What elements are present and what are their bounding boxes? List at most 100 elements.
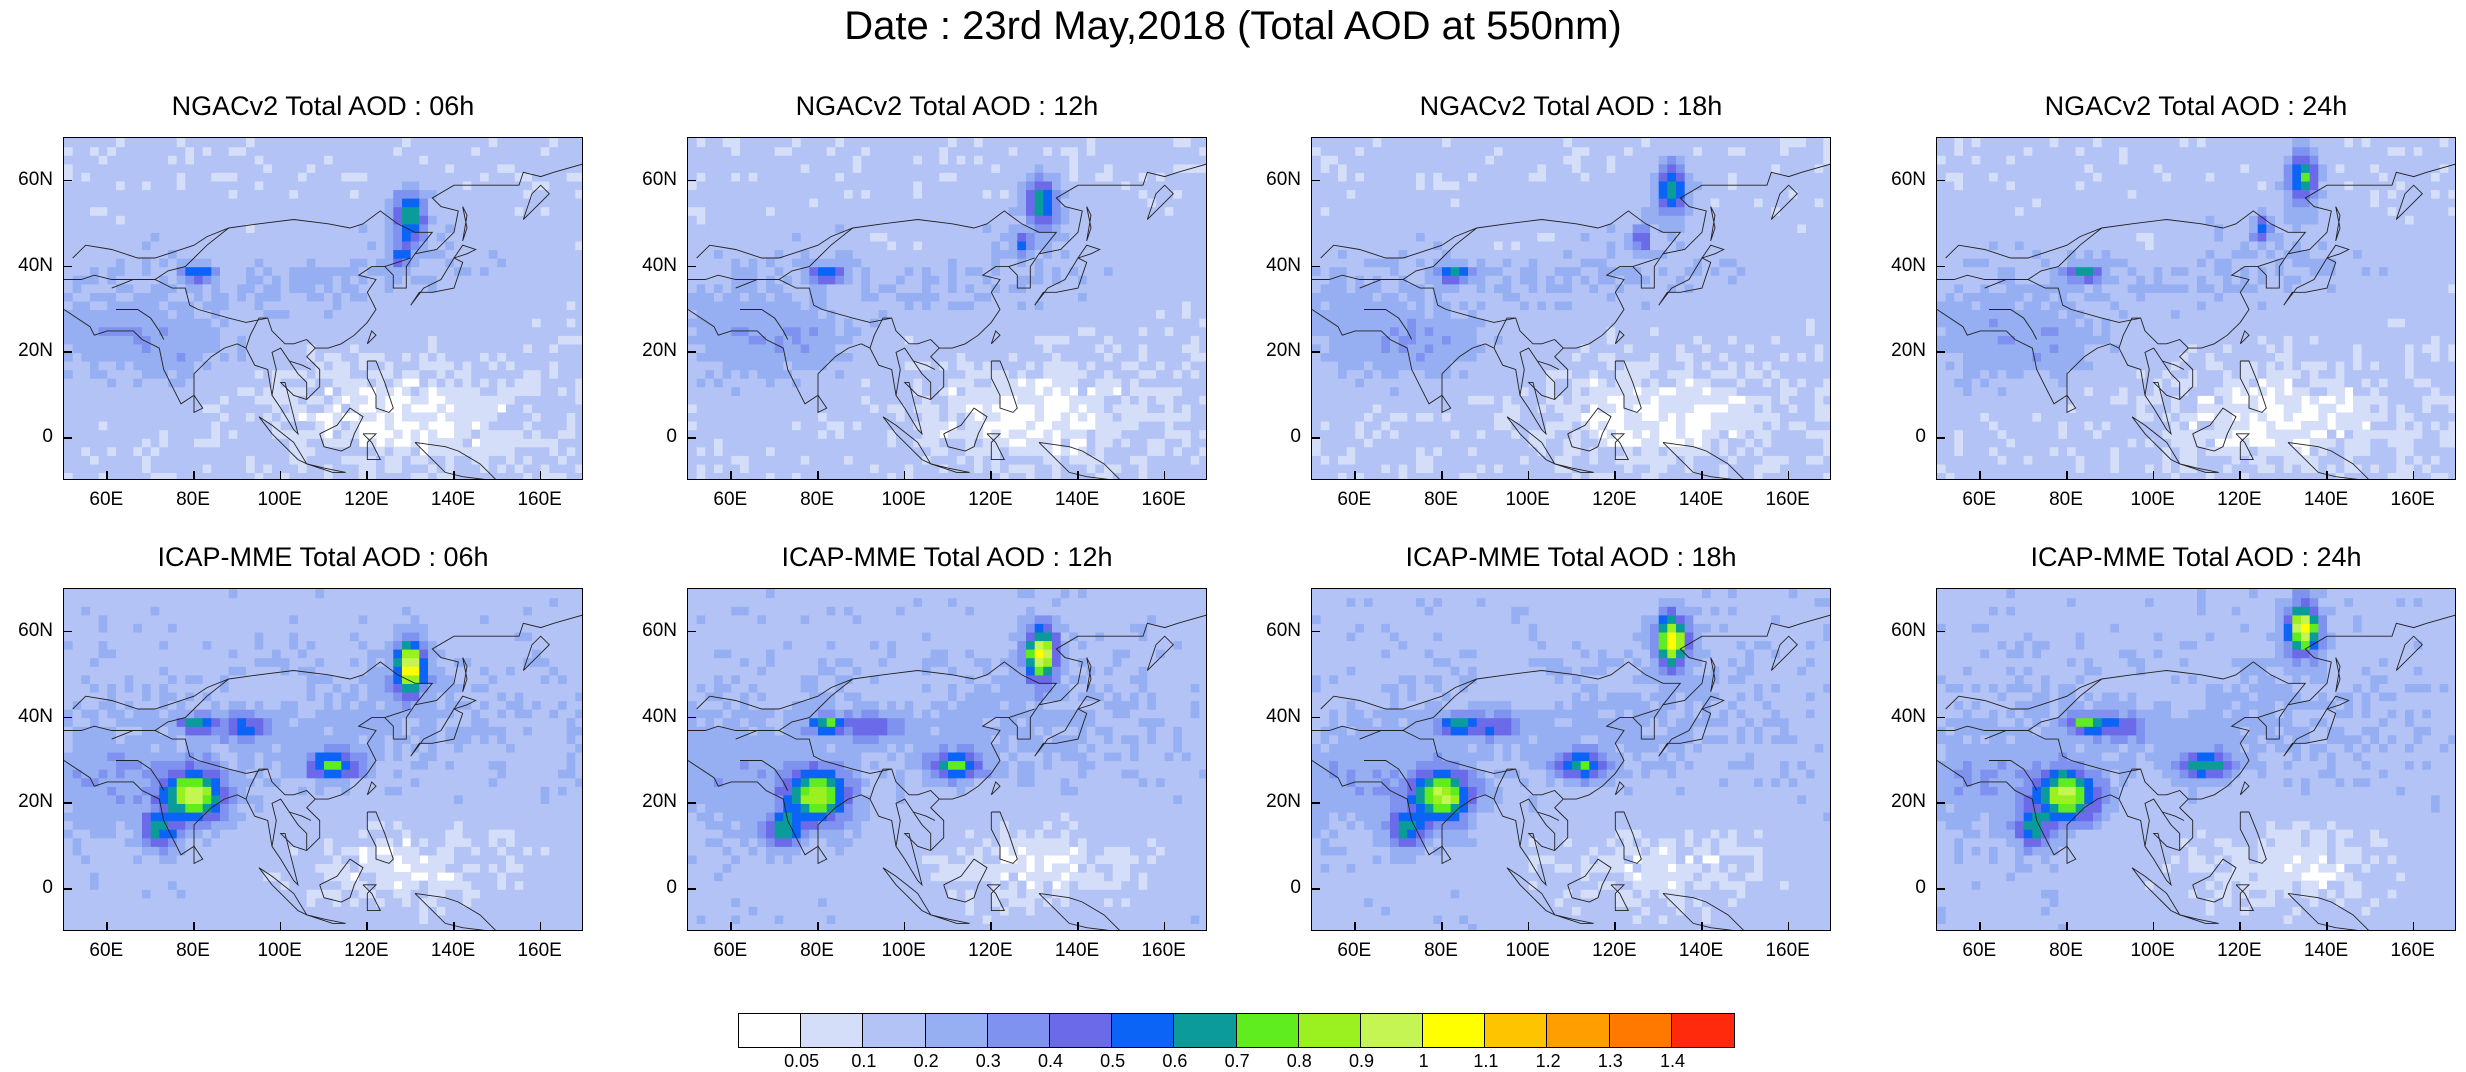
colorbar-label: 1.2	[1518, 1050, 1578, 1072]
lon-tick	[2413, 471, 2415, 480]
panel-title: ICAP-MME Total AOD : 18h	[1251, 541, 1891, 573]
lat-tick	[687, 802, 696, 804]
lat-tick	[1311, 802, 1320, 804]
lat-tick	[1936, 888, 1945, 890]
lon-tick	[280, 471, 282, 480]
lon-tick-label: 120E	[1579, 489, 1649, 511]
lat-tick	[63, 437, 72, 439]
lat-tick	[687, 351, 696, 353]
lat-tick-label: 20N	[1866, 340, 1926, 362]
lon-tick-label: 160E	[1753, 940, 1823, 962]
aod-map-panel	[1936, 137, 2456, 480]
aod-field	[1937, 138, 2456, 480]
lat-tick-label: 20N	[1866, 791, 1926, 813]
colorbar-swatch	[1547, 1014, 1609, 1047]
lon-tick	[106, 922, 108, 931]
lat-tick-label: 40N	[1241, 255, 1301, 277]
panel-title: NGACv2 Total AOD : 24h	[1876, 90, 2466, 122]
panel-title: ICAP-MME Total AOD : 12h	[627, 541, 1267, 573]
lat-tick	[687, 888, 696, 890]
lon-tick-label: 100E	[869, 489, 939, 511]
lon-tick	[2326, 922, 2328, 931]
lat-tick	[1311, 351, 1320, 353]
colorbar-label: 0.7	[1207, 1050, 1267, 1072]
panel-title: NGACv2 Total AOD : 06h	[3, 90, 643, 122]
colorbar-swatch	[1112, 1014, 1174, 1047]
lon-tick-label: 80E	[158, 489, 228, 511]
colorbar-swatch	[1174, 1014, 1236, 1047]
lon-tick-label: 120E	[955, 940, 1025, 962]
aod-field	[64, 138, 583, 480]
lat-tick-label: 40N	[1866, 255, 1926, 277]
lon-tick-label: 60E	[695, 489, 765, 511]
lon-tick-label: 60E	[71, 489, 141, 511]
lat-tick-label: 0	[1866, 877, 1926, 899]
aod-map-panel	[63, 137, 583, 480]
figure-title: Date : 23rd May,2018 (Total AOD at 550nm…	[0, 2, 2466, 50]
lon-tick	[817, 922, 819, 931]
colorbar-swatch	[926, 1014, 988, 1047]
colorbar-label: 1	[1394, 1050, 1454, 1072]
lon-tick	[1788, 471, 1790, 480]
panel-title: ICAP-MME Total AOD : 06h	[3, 541, 643, 573]
aod-field	[1312, 138, 1831, 480]
lon-tick-label: 100E	[245, 489, 315, 511]
lon-tick	[1701, 922, 1703, 931]
lat-tick-label: 40N	[617, 706, 677, 728]
lon-tick-label: 60E	[1319, 489, 1389, 511]
lat-tick	[63, 802, 72, 804]
lon-tick-label: 80E	[1406, 489, 1476, 511]
lat-tick	[1311, 717, 1320, 719]
lon-tick-label: 80E	[782, 940, 852, 962]
lon-tick	[366, 922, 368, 931]
lat-tick	[1311, 437, 1320, 439]
aod-field	[1937, 589, 2456, 931]
lat-tick	[1936, 717, 1945, 719]
lat-tick-label: 40N	[0, 706, 53, 728]
lon-tick	[1979, 922, 1981, 931]
lon-tick-label: 120E	[331, 489, 401, 511]
lon-tick-label: 100E	[2118, 940, 2188, 962]
lon-tick-label: 120E	[2204, 940, 2274, 962]
lat-tick	[1936, 631, 1945, 633]
lon-tick-label: 140E	[2291, 940, 2361, 962]
lon-tick	[1701, 471, 1703, 480]
lon-tick	[2239, 471, 2241, 480]
lon-tick	[1528, 471, 1530, 480]
colorbar-label: 0.2	[896, 1050, 956, 1072]
lat-tick	[687, 437, 696, 439]
lon-tick	[106, 471, 108, 480]
lat-tick	[687, 180, 696, 182]
lat-tick-label: 60N	[617, 169, 677, 191]
aod-map-panel	[1936, 588, 2456, 931]
lon-tick-label: 120E	[331, 940, 401, 962]
lat-tick	[687, 266, 696, 268]
lon-tick-label: 120E	[955, 489, 1025, 511]
lat-tick-label: 40N	[617, 255, 677, 277]
lat-tick	[1936, 437, 1945, 439]
colorbar-swatch	[1423, 1014, 1485, 1047]
lon-tick-label: 100E	[2118, 489, 2188, 511]
lon-tick	[1614, 922, 1616, 931]
colorbar-swatch	[739, 1014, 801, 1047]
colorbar-label: 0.5	[1083, 1050, 1143, 1072]
colorbar-label: 1.1	[1456, 1050, 1516, 1072]
colorbar-swatch	[1610, 1014, 1672, 1047]
colorbar-swatch	[863, 1014, 925, 1047]
lon-tick-label: 160E	[1753, 489, 1823, 511]
lon-tick	[280, 922, 282, 931]
aod-field	[688, 589, 1207, 931]
lat-tick	[1936, 180, 1945, 182]
lat-tick-label: 60N	[1241, 620, 1301, 642]
lon-tick	[1077, 471, 1079, 480]
aod-field	[1312, 589, 1831, 931]
lon-tick	[1354, 471, 1356, 480]
lat-tick	[1311, 888, 1320, 890]
lon-tick	[1354, 922, 1356, 931]
lon-tick-label: 160E	[2378, 489, 2448, 511]
lat-tick	[1311, 631, 1320, 633]
lon-tick	[540, 471, 542, 480]
lat-tick-label: 20N	[0, 791, 53, 813]
lat-tick-label: 40N	[1241, 706, 1301, 728]
lat-tick-label: 60N	[0, 169, 53, 191]
